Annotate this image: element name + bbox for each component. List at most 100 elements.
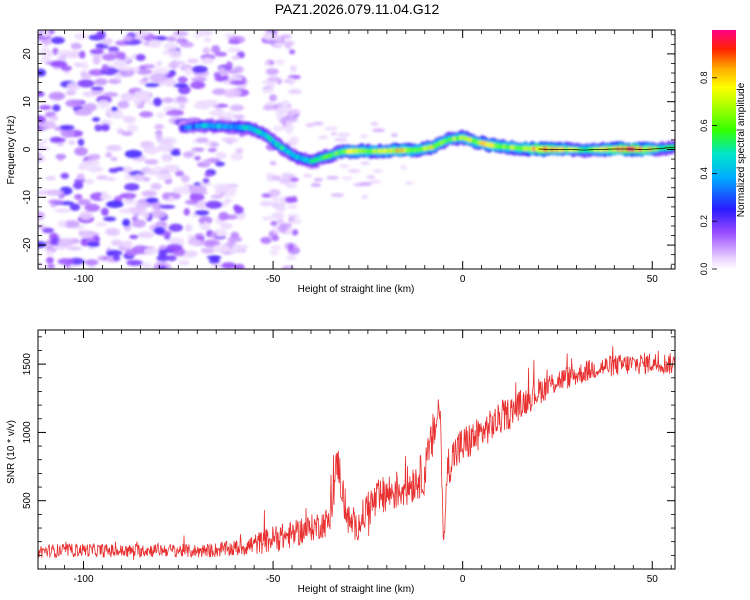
spectrogram-cell bbox=[152, 97, 163, 107]
spectrogram-cell bbox=[193, 32, 204, 38]
spectrogram-cell bbox=[194, 209, 210, 216]
snr-y-axis-label: SNR (10 * v/v) bbox=[6, 420, 17, 484]
spectrogram-cell bbox=[143, 146, 160, 155]
spectrogram-cell bbox=[126, 124, 139, 133]
spectrogram-cell bbox=[168, 49, 182, 59]
spectrogram-cell bbox=[48, 91, 66, 101]
spectrogram-cell bbox=[70, 42, 82, 50]
spectrogram-cell bbox=[220, 222, 233, 230]
spectrogram-cell bbox=[78, 50, 86, 59]
spectrogram-cell bbox=[135, 53, 146, 62]
spectrogram-cell bbox=[69, 203, 81, 211]
spectrogram-cell bbox=[156, 60, 163, 67]
spectrogram-cell bbox=[202, 221, 210, 230]
colorbar-tick-label: 0.0 bbox=[699, 263, 709, 276]
spectrogram-cell bbox=[122, 199, 138, 205]
spectrogram-cell bbox=[101, 64, 109, 72]
spectrogram-cell bbox=[324, 126, 338, 131]
spectrogram-cell bbox=[53, 137, 66, 143]
spectrogram-cell bbox=[57, 220, 67, 228]
spectrogram-cell bbox=[115, 51, 123, 60]
spectrogram-cell bbox=[148, 39, 162, 48]
spectrogram-cell bbox=[224, 198, 232, 203]
spectrogram-cell bbox=[271, 175, 282, 181]
spectrogram-cell bbox=[122, 218, 131, 227]
spectrogram-cell bbox=[38, 68, 47, 77]
spectrogram-cell bbox=[264, 61, 271, 66]
colorbar-tick-label: 0.8 bbox=[699, 72, 709, 85]
spectrogram-cell bbox=[92, 55, 101, 65]
spectrogram-cell bbox=[165, 111, 180, 116]
spectrogram-cell bbox=[259, 200, 273, 207]
spectrogram-cell bbox=[38, 91, 45, 97]
spectrogram-cell bbox=[110, 156, 118, 162]
spectrogram-cell bbox=[110, 106, 118, 112]
spectrogram-cell bbox=[87, 153, 101, 161]
spectrogram-cell bbox=[282, 40, 295, 46]
snr-panel: -100 -50 0 50 500 1000 1500 Height of straight… bbox=[6, 329, 676, 595]
spectrogram-cell bbox=[60, 129, 76, 138]
spectrogram-cell bbox=[202, 47, 211, 54]
spectrogram-cell bbox=[189, 193, 205, 202]
spectrogram-cell bbox=[156, 254, 170, 262]
spectrogram-cell bbox=[74, 193, 83, 200]
spectrogram-cell bbox=[178, 85, 191, 95]
spectral-ridge bbox=[178, 118, 675, 169]
spectrogram-cell bbox=[167, 61, 180, 69]
spectrogram-cell bbox=[399, 165, 407, 170]
spectrogram-cell bbox=[162, 49, 170, 56]
snr-frame bbox=[37, 329, 676, 570]
spectrogram-cell bbox=[289, 218, 302, 224]
spectrogram-cell bbox=[121, 208, 132, 214]
x-tick-label: -100 bbox=[73, 274, 93, 285]
spectrogram-cell bbox=[79, 211, 93, 220]
spectrogram-cell bbox=[184, 250, 198, 258]
spectrogram-cell bbox=[133, 98, 142, 106]
colorbar-ticks: 0.0 0.2 0.4 0.6 0.8 bbox=[699, 72, 717, 276]
spectrogram-cell bbox=[224, 88, 242, 97]
spectrogram-cell bbox=[153, 226, 166, 235]
spectrogram-cell bbox=[105, 151, 112, 158]
colorbar-tick-label: 0.4 bbox=[699, 167, 709, 180]
spectrogram-cell bbox=[50, 60, 68, 68]
spectrogram-cell bbox=[267, 76, 281, 83]
spectrogram-cell bbox=[172, 83, 189, 88]
spectrogram-cell bbox=[67, 246, 83, 251]
spectrogram-cell bbox=[326, 175, 339, 180]
spectrogram-cell bbox=[261, 216, 273, 221]
spectrogram-cell bbox=[57, 153, 64, 161]
spectrogram-cell bbox=[282, 124, 295, 129]
spectrogram-cell bbox=[227, 47, 241, 53]
spectrogram-cell bbox=[271, 235, 280, 242]
spectrogram-cell bbox=[162, 192, 170, 200]
spectrogram-cell bbox=[180, 174, 190, 183]
spectrogram-cell bbox=[90, 86, 104, 91]
spectrogram-cell bbox=[139, 111, 154, 118]
spectrogram-cell bbox=[137, 231, 155, 239]
spectrogram-cell bbox=[289, 64, 297, 73]
spectrogram-cell bbox=[91, 117, 101, 122]
spectrogram-cell bbox=[229, 80, 246, 85]
spectrogram-cell bbox=[285, 182, 298, 189]
spectrogram-cell bbox=[143, 247, 159, 256]
spectrogram-cell bbox=[282, 99, 289, 108]
spectrogram-cell bbox=[84, 103, 97, 112]
spectrogram-cell bbox=[190, 81, 206, 90]
spectrogram-cell bbox=[330, 132, 337, 136]
spectrogram-cell bbox=[105, 144, 122, 152]
colorbar-tick-label: 0.6 bbox=[699, 119, 709, 132]
spectrogram-cell bbox=[262, 88, 275, 94]
spectrogram-cell bbox=[161, 153, 173, 162]
spectrogram-cell bbox=[166, 243, 183, 252]
spectrogram-cell bbox=[281, 265, 294, 269]
spectrogram-cell bbox=[203, 36, 212, 43]
spectrogram-cell bbox=[57, 258, 75, 265]
spectrogram-cell bbox=[131, 216, 138, 221]
spectrogram-cell bbox=[231, 244, 246, 253]
spectrogram-cell bbox=[81, 61, 89, 70]
spectrogram-cell bbox=[161, 97, 175, 103]
spectrogram-cell bbox=[263, 32, 275, 41]
spectrogram-cell bbox=[215, 161, 225, 167]
spectrogram-cell bbox=[89, 48, 104, 55]
spectrogram-cell bbox=[230, 152, 244, 161]
